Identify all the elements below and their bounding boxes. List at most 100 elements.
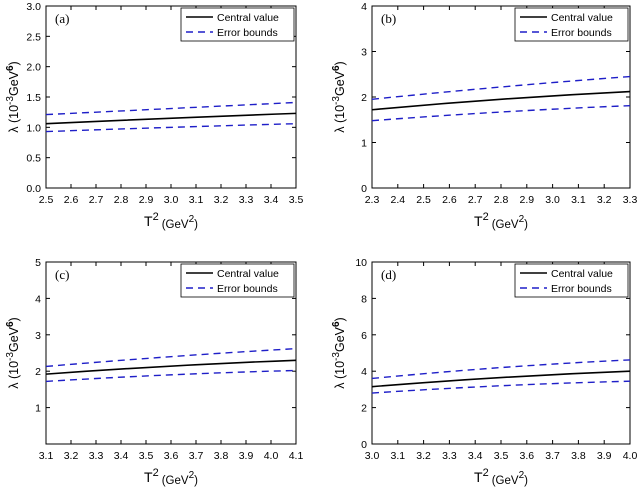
y-title-sup2: 6 [331,65,342,71]
legend-label-bounds: Error bounds [551,283,612,295]
x-title-unit-close: ) [524,475,528,487]
y-tick-label: 2 [361,92,367,104]
legend: Central value Error bounds [514,263,629,298]
legend-box [514,263,629,298]
x-axis-title: T2(GeV2) [474,467,528,487]
y-title-mid: GeV [7,326,21,352]
y-tick-label: 3 [361,47,367,59]
y-title-main: λ (10 [333,105,347,133]
legend-box [514,7,629,42]
legend-label-bounds: Error bounds [217,27,278,39]
y-tick-label: 1.5 [26,92,41,104]
upper-bound-line [45,101,297,116]
x-tick-label: 2.7 [89,194,104,206]
x-tick-label: 3.7 [545,450,560,462]
central-value-line [371,370,631,388]
y-tick-label: 2 [35,366,41,378]
x-title-unit-sup: 2 [189,470,195,481]
y-title-mid: GeV [333,326,347,352]
y-tick-label: 6 [361,330,367,342]
legend: Central value Error bounds [514,7,629,42]
y-axis-title: λ (10-3GeV6) [331,317,347,388]
upper-bound-line [371,359,631,380]
x-title-unit: (GeV [492,219,519,231]
x-tick-label: 2.9 [519,194,534,206]
x-tick-label: 4.1 [289,450,304,462]
legend-label-central: Central value [217,268,279,280]
x-tick-label: 3.2 [597,194,612,206]
y-title-close: ) [7,317,21,321]
x-tick-label: 2.5 [416,194,431,206]
x-title-unit-close: ) [194,475,198,487]
legend-box [180,7,295,42]
x-tick-label: 3.8 [571,450,586,462]
y-tick-label: 4 [361,366,367,378]
chart-panel-c: 3.1 3.2 3.3 3.4 3.5 3.6 3.7 3.8 3.9 4.0 4.1 1 2 3 4 5 (c… [5,257,303,487]
x-tick-label: 3.6 [164,450,179,462]
y-tick-label: 0 [361,439,367,451]
x-tick-label: 3.2 [214,194,229,206]
chart-panel-a: 2.5 2.6 2.7 2.8 2.9 3.0 3.1 3.2 3.3 3.4 3.5 0.0 0.5 1… [5,1,303,231]
y-title-sup1: -3 [331,352,342,361]
x-tick-label: 3.5 [139,450,154,462]
chart-panel-d: 3.0 3.1 3.2 3.3 3.4 3.5 3.6 3.7 3.8 3.9 4.0 0 2 4 6 8 10… [331,257,637,487]
x-title-unit: (GeV [162,219,189,231]
y-tick-label: 4 [35,293,41,305]
y-title-main: λ (10 [333,361,347,389]
central-value-line [371,90,631,111]
x-tick-label: 3.4 [114,450,129,462]
y-tick-label: 2 [361,403,367,415]
y-title-main: λ (10 [7,105,21,133]
x-tick-label: 2.4 [390,194,405,206]
panel-label: (a) [55,11,69,26]
x-title-sup: 2 [153,211,159,223]
x-tick-label: 4.0 [623,450,637,462]
x-tick-label: 3.0 [365,450,380,462]
legend-label-bounds: Error bounds [217,283,278,295]
x-title-sup: 2 [483,467,489,479]
x-tick-label: 3.2 [64,450,79,462]
x-title-main: T [474,213,483,229]
x-tick-label: 3.1 [571,194,586,206]
y-tick-label: 0 [361,183,367,195]
y-title-sup2: 6 [5,65,16,71]
y-title-sup1: -3 [331,96,342,105]
y-title-sup2: 6 [5,321,16,327]
y-tick-label: 1 [35,403,41,415]
legend: Central value Error bounds [180,7,295,42]
x-title-unit-sup: 2 [189,214,195,225]
lower-bound-line [371,104,631,122]
x-tick-label: 3.7 [189,450,204,462]
x-tick-label: 3.0 [545,194,560,206]
central-value-line [45,359,297,375]
x-tick-label: 3.2 [416,450,431,462]
lower-bound-line [45,369,297,383]
x-tick-label: 2.7 [468,194,483,206]
x-title-main: T [144,213,153,229]
x-tick-label: 3.4 [264,194,279,206]
central-value-line [45,112,297,125]
chart-panel-b: 2.3 2.4 2.5 2.6 2.7 2.8 2.9 3.0 3.1 3.2 3.3 0 1 2 3 4 (b… [331,1,637,231]
x-title-unit-sup: 2 [519,470,525,481]
x-tick-label: 3.3 [89,450,104,462]
x-tick-label: 2.8 [114,194,129,206]
y-title-close: ) [333,61,347,65]
x-tick-label: 3.1 [39,450,54,462]
y-tick-label: 0.0 [26,183,41,195]
y-tick-label: 3.0 [26,1,41,13]
y-tick-label: 2.5 [26,31,41,43]
panel-label: (d) [381,267,396,282]
lower-bound-line [45,122,297,133]
x-tick-label: 2.9 [139,194,154,206]
x-title-unit: (GeV [162,475,189,487]
legend-label-bounds: Error bounds [551,27,612,39]
x-title-main: T [474,469,483,485]
y-title-sup2: 6 [331,321,342,327]
y-axis-title: λ (10-3GeV6) [331,61,347,132]
legend-label-central: Central value [217,12,279,24]
x-title-sup: 2 [483,211,489,223]
x-axis-title: T2(GeV2) [474,211,528,231]
y-tick-label: 1 [361,138,367,150]
x-tick-label: 2.5 [39,194,54,206]
